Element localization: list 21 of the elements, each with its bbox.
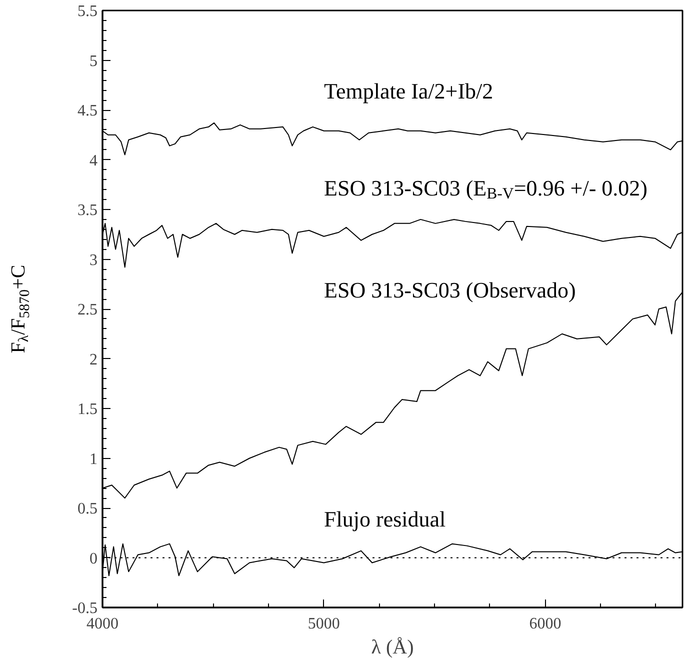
- y-tick-label: 2.5: [78, 302, 98, 318]
- y-tick-label: 5.5: [78, 3, 98, 20]
- x-tick-label: 4000: [86, 616, 118, 632]
- y-tick-label: 5: [90, 52, 98, 70]
- x-axis-title: λ (Å): [371, 636, 414, 658]
- y-tick-label: -0.5: [72, 600, 98, 617]
- series-label: Flujo residual: [324, 506, 446, 532]
- x-tick-label: 6000: [529, 616, 562, 632]
- y-tick-label: 4.5: [78, 102, 98, 120]
- y-tick-label: 2: [90, 351, 98, 368]
- y-tick-label: 0.5: [78, 500, 98, 518]
- series-label: Template Ia/2+Ib/2: [324, 78, 494, 104]
- y-axis-title: Fλ/F5870+C: [8, 264, 34, 354]
- y-tick-label: 4: [90, 152, 98, 170]
- series-label: ESO 313-SC03 (Observado): [324, 277, 576, 302]
- y-tick-label: 1: [90, 450, 98, 468]
- y-tick-label: 1.5: [78, 401, 98, 418]
- x-tick-label: 5000: [308, 616, 340, 632]
- y-tick-label: 3: [90, 252, 98, 269]
- y-tick-label: 3.5: [78, 202, 98, 219]
- y-tick-label: 0: [90, 550, 98, 568]
